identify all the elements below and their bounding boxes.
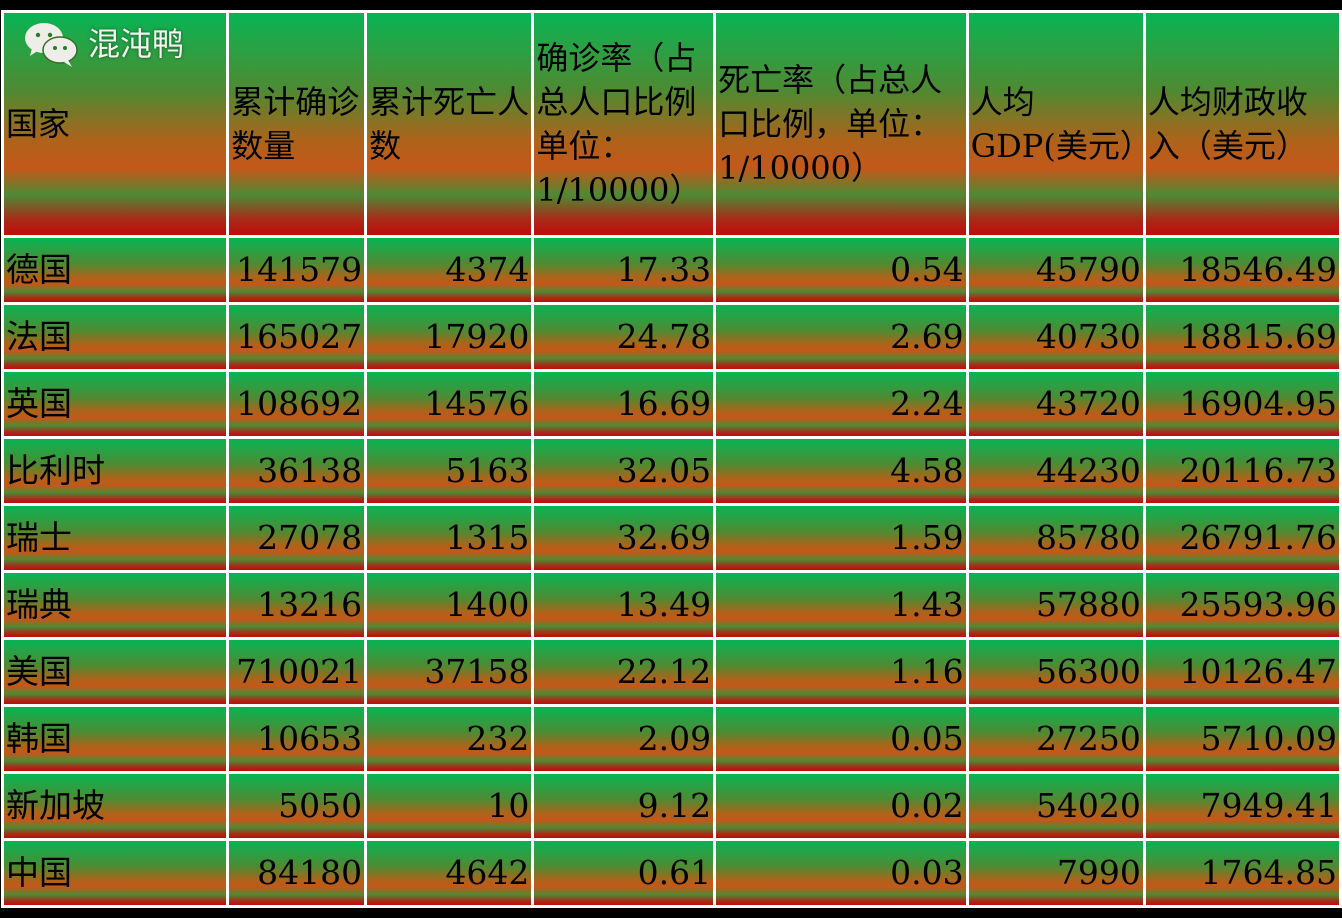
- value-cell: 5050: [229, 774, 365, 838]
- value-cell: 2.24: [716, 372, 966, 436]
- value-cell: 25593.96: [1145, 573, 1339, 637]
- value-cell: 2.09: [534, 707, 714, 771]
- value-cell: 43720: [968, 372, 1143, 436]
- country-cell: 瑞典: [4, 573, 227, 637]
- value-cell: 4.58: [716, 439, 966, 503]
- country-cell: 英国: [4, 372, 227, 436]
- value-cell: 13216: [229, 573, 365, 637]
- table-row: 中国 84180 4642 0.61 0.03 7990 1764.85: [4, 841, 1339, 905]
- value-cell: 32.05: [534, 439, 714, 503]
- value-cell: 7990: [968, 841, 1143, 905]
- column-header: 累计死亡人数: [367, 13, 532, 235]
- value-cell: 16.69: [534, 372, 714, 436]
- table-row: 瑞士 27078 1315 32.69 1.59 85780 26791.76: [4, 506, 1339, 570]
- value-cell: 141579: [229, 238, 365, 302]
- value-cell: 0.02: [716, 774, 966, 838]
- watermark: 混沌鸭: [24, 20, 184, 68]
- value-cell: 10126.47: [1145, 640, 1339, 704]
- column-header: 人均GDP(美元）: [968, 13, 1152, 235]
- value-cell: 1.59: [716, 506, 966, 570]
- country-cell: 韩国: [4, 707, 227, 771]
- value-cell: 44230: [968, 439, 1143, 503]
- value-cell: 18546.49: [1145, 238, 1339, 302]
- value-cell: 165027: [229, 305, 365, 369]
- column-header: 确诊率（占总人口比例单位：1/10000）: [534, 13, 714, 235]
- value-cell: 2.69: [716, 305, 966, 369]
- value-cell: 45790: [968, 238, 1143, 302]
- value-cell: 10653: [229, 707, 365, 771]
- country-cell: 德国: [4, 238, 227, 302]
- value-cell: 40730: [968, 305, 1143, 369]
- value-cell: 0.05: [716, 707, 966, 771]
- table-row: 新加坡 5050 10 9.12 0.02 54020 7949.41: [4, 774, 1339, 838]
- country-cell: 瑞士: [4, 506, 227, 570]
- value-cell: 108692: [229, 372, 365, 436]
- value-cell: 0.03: [716, 841, 966, 905]
- value-cell: 56300: [968, 640, 1143, 704]
- value-cell: 22.12: [534, 640, 714, 704]
- value-cell: 5163: [367, 439, 532, 503]
- table-row: 法国 165027 17920 24.78 2.69 40730 18815.69: [4, 305, 1339, 369]
- value-cell: 37158: [367, 640, 532, 704]
- value-cell: 710021: [229, 640, 365, 704]
- value-cell: 1.16: [716, 640, 966, 704]
- table-row: 韩国 10653 232 2.09 0.05 27250 5710.09: [4, 707, 1339, 771]
- value-cell: 36138: [229, 439, 365, 503]
- value-cell: 84180: [229, 841, 365, 905]
- country-cell: 法国: [4, 305, 227, 369]
- value-cell: 85780: [968, 506, 1143, 570]
- table-row: 英国 108692 14576 16.69 2.24 43720 16904.95: [4, 372, 1339, 436]
- value-cell: 54020: [968, 774, 1143, 838]
- header-row: 国家 累计确诊数量 累计死亡人数 确诊率（占总人口比例单位：1/10000） 死亡率（占…: [4, 13, 1339, 235]
- country-cell: 中国: [4, 841, 227, 905]
- value-cell: 5710.09: [1145, 707, 1339, 771]
- country-cell: 新加坡: [4, 774, 227, 838]
- column-header: 累计确诊数量: [229, 13, 365, 235]
- column-header: 人均财政收入（美元）: [1145, 13, 1339, 235]
- value-cell: 13.49: [534, 573, 714, 637]
- value-cell: 57880: [968, 573, 1143, 637]
- country-cell: 比利时: [4, 439, 227, 503]
- value-cell: 17.33: [534, 238, 714, 302]
- value-cell: 10: [367, 774, 532, 838]
- value-cell: 26791.76: [1145, 506, 1339, 570]
- watermark-text: 混沌鸭: [88, 25, 185, 63]
- value-cell: 4642: [367, 841, 532, 905]
- value-cell: 18815.69: [1145, 305, 1339, 369]
- table-row: 瑞典 13216 1400 13.49 1.43 57880 25593.96: [4, 573, 1339, 637]
- value-cell: 0.61: [534, 841, 714, 905]
- value-cell: 4374: [367, 238, 532, 302]
- value-cell: 24.78: [534, 305, 714, 369]
- value-cell: 1400: [367, 573, 532, 637]
- value-cell: 16904.95: [1145, 372, 1339, 436]
- table-row: 美国 710021 37158 22.12 1.16 56300 10126.47: [4, 640, 1339, 704]
- value-cell: 1764.85: [1145, 841, 1339, 905]
- wechat-icon: [24, 20, 80, 68]
- column-header: 死亡率（占总人口比例，单位：1/10000）: [716, 13, 966, 235]
- table-row: 比利时 36138 5163 32.05 4.58 44230 20116.73: [4, 439, 1339, 503]
- value-cell: 1315: [367, 506, 532, 570]
- value-cell: 7949.41: [1145, 774, 1339, 838]
- value-cell: 27078: [229, 506, 365, 570]
- value-cell: 27250: [968, 707, 1143, 771]
- value-cell: 14576: [367, 372, 532, 436]
- country-cell: 美国: [4, 640, 227, 704]
- value-cell: 9.12: [534, 774, 714, 838]
- value-cell: 0.54: [716, 238, 966, 302]
- data-table: 国家 累计确诊数量 累计死亡人数 确诊率（占总人口比例单位：1/10000） 死亡率（占…: [1, 10, 1342, 908]
- value-cell: 20116.73: [1145, 439, 1339, 503]
- value-cell: 232: [367, 707, 532, 771]
- table-row: 德国 141579 4374 17.33 0.54 45790 18546.49: [4, 238, 1339, 302]
- value-cell: 1.43: [716, 573, 966, 637]
- value-cell: 17920: [367, 305, 532, 369]
- value-cell: 32.69: [534, 506, 714, 570]
